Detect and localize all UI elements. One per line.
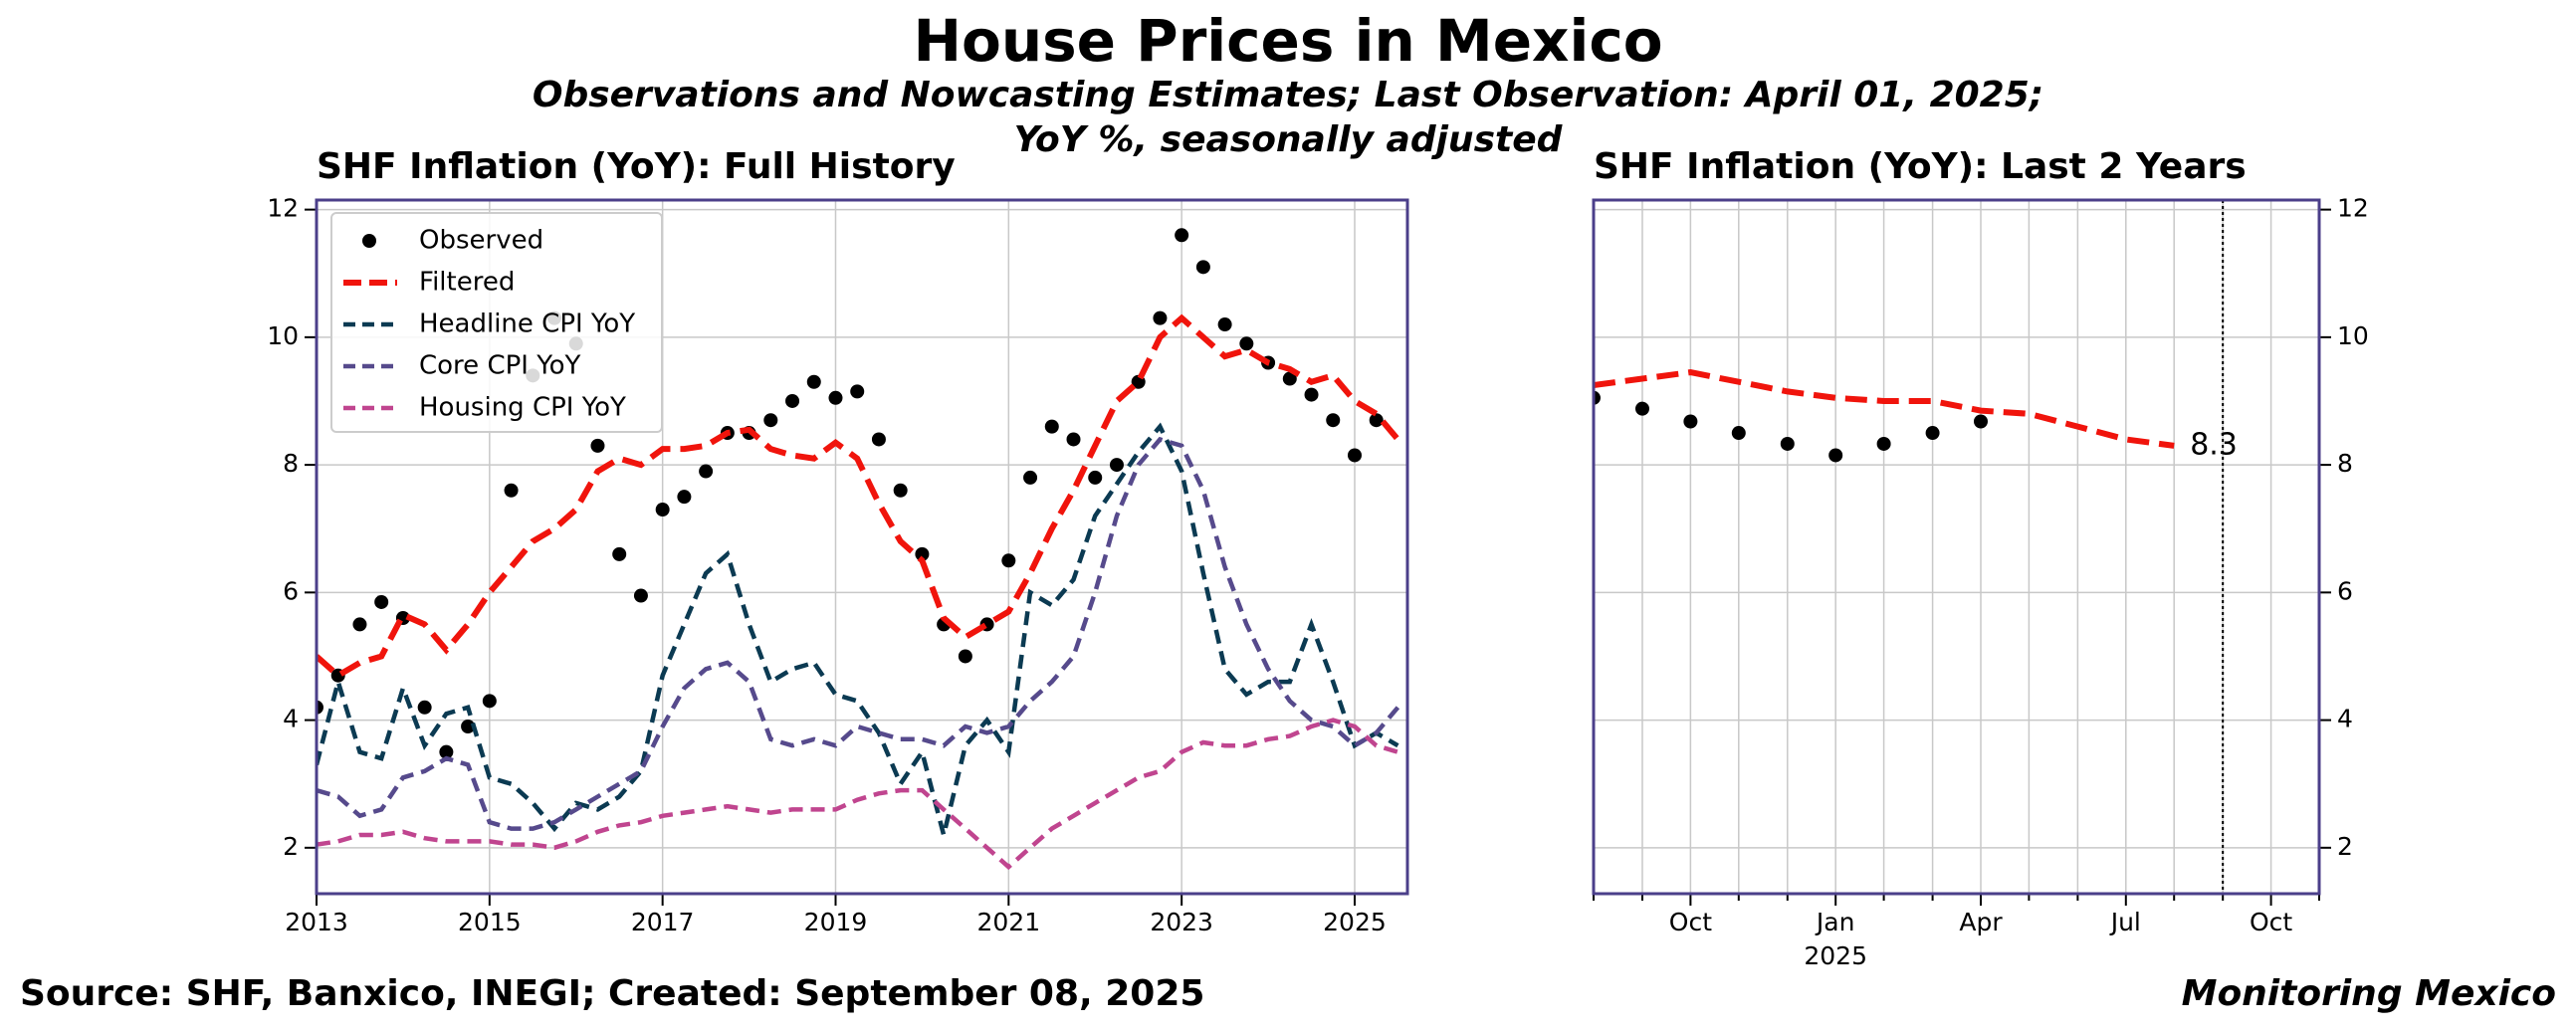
series-line: [1594, 369, 2175, 449]
x-tick-label: Jan 2025: [1804, 908, 1867, 970]
observed-dot: [1023, 470, 1038, 485]
observed-dot: [1683, 414, 1698, 429]
legend: Observed Filtered Headline CPI YoY Core CPI…: [330, 212, 663, 433]
legend-label: Housing CPI YoY: [419, 393, 626, 423]
x-tick-label: 2025: [1323, 908, 1387, 936]
observed-dot: [763, 413, 778, 428]
panel-title: SHF Inflation (YoY): Last 2 Years: [1594, 146, 2247, 187]
observed-dot: [850, 384, 865, 399]
observed-dot: [655, 502, 670, 517]
observed-dot: [482, 694, 497, 709]
y-tick-label: 12: [2337, 194, 2369, 223]
observed-dot: [317, 700, 323, 715]
observed-dot: [1217, 317, 1232, 332]
y-tick-label: 10: [2337, 321, 2369, 350]
x-tick-label: Oct: [1669, 908, 1712, 936]
observed-dot: [1066, 432, 1081, 447]
observed-dot: [1239, 336, 1254, 351]
observed-dot: [633, 588, 648, 603]
observed-dot: [1973, 414, 1988, 429]
y-tick-label: 6: [2337, 576, 2353, 605]
observed-dot: [1326, 413, 1341, 428]
observed-dot: [1780, 436, 1795, 451]
series-line: [317, 422, 1399, 836]
observed-dot: [785, 393, 800, 408]
observed-dot: [915, 546, 930, 561]
observed-dot: [1347, 448, 1362, 463]
observed-dot: [1828, 448, 1843, 463]
observed-dot: [504, 483, 519, 498]
observed-dot: [352, 617, 367, 632]
observed-dot: [1109, 458, 1124, 473]
panel: SHF Inflation (YoY): Last 2 Years Oct Jan 2…: [1592, 146, 2369, 970]
observed-dot: [374, 594, 389, 609]
observed-dot: [439, 744, 454, 759]
observed-dot: [612, 546, 627, 561]
x-tick-label: 2019: [804, 908, 868, 936]
observed-dot: [806, 374, 821, 389]
observed-dot: [1088, 470, 1103, 485]
observed-dot: [1001, 553, 1016, 568]
y-tick-label: 8: [2337, 449, 2353, 478]
observed-dot: [871, 432, 886, 447]
observed-dot: [1634, 401, 1649, 416]
legend-label: Filtered: [419, 268, 515, 298]
chart-subtitle: Observations and Nowcasting Estimates; L…: [533, 75, 2043, 160]
x-tick-label: Oct: [2250, 908, 2292, 936]
observed-dot: [461, 720, 476, 734]
y-tick-label: 2: [283, 832, 299, 861]
x-tick-label: Apr: [1959, 908, 2003, 936]
plot-frame: [315, 198, 1409, 896]
panel: SHF Inflation (YoY): Full History 2013 201…: [267, 146, 1409, 936]
observed-dot: [1282, 371, 1297, 386]
series-line: [317, 436, 1400, 831]
observed-dot: [417, 700, 432, 715]
observed-dot: [1153, 310, 1168, 325]
y-tick-label: 10: [267, 321, 299, 350]
observed-dot: [677, 490, 692, 505]
series-line: [317, 313, 1400, 680]
x-tick-label: 2021: [977, 908, 1041, 936]
observed-dot: [1925, 426, 1940, 441]
y-tick-label: 12: [267, 194, 299, 223]
observed-dot: [590, 438, 605, 453]
observed-dot: [1175, 228, 1189, 243]
x-tick-label: 2017: [631, 908, 695, 936]
observed-dot: [1731, 426, 1746, 441]
observed-dot: [1876, 436, 1891, 451]
legend-label: Core CPI YoY: [419, 351, 581, 381]
legend-label: Observed: [419, 226, 543, 256]
panel-title: SHF Inflation (YoY): Full History: [317, 146, 956, 187]
observed-dot: [1195, 260, 1210, 275]
observed-dot: [699, 464, 714, 479]
plot-frame: [1592, 198, 2321, 896]
x-tick-label: 2013: [285, 908, 348, 936]
x-tick-label: Jul: [2109, 908, 2141, 936]
observed-dot: [893, 483, 908, 498]
x-tick-label: 2015: [458, 908, 522, 936]
y-tick-label: 4: [283, 705, 299, 733]
source-note: Source: SHF, Banxico, INEGI; Created: Se…: [20, 973, 1204, 1014]
observed-dot: [1304, 387, 1319, 402]
y-tick-label: 8: [283, 449, 299, 478]
legend-box: [330, 212, 663, 433]
observed-dot: [828, 390, 843, 405]
chart-title: House Prices in Mexico: [913, 7, 1662, 75]
y-tick-label: 4: [2337, 705, 2353, 733]
legend-label: Headline CPI YoY: [419, 310, 635, 339]
end-label: 8.3: [2190, 427, 2238, 462]
observed-dot: [1594, 390, 1601, 405]
y-tick-label: 2: [2337, 832, 2353, 861]
series-line: [317, 718, 1399, 871]
y-tick-label: 6: [283, 576, 299, 605]
x-tick-label: 2023: [1150, 908, 1213, 936]
observed-dot: [1369, 413, 1384, 428]
legend-swatch: [362, 234, 376, 248]
observed-dot: [958, 649, 972, 664]
brand: Monitoring Mexico: [2182, 973, 2556, 1014]
observed-dot: [1044, 419, 1059, 434]
